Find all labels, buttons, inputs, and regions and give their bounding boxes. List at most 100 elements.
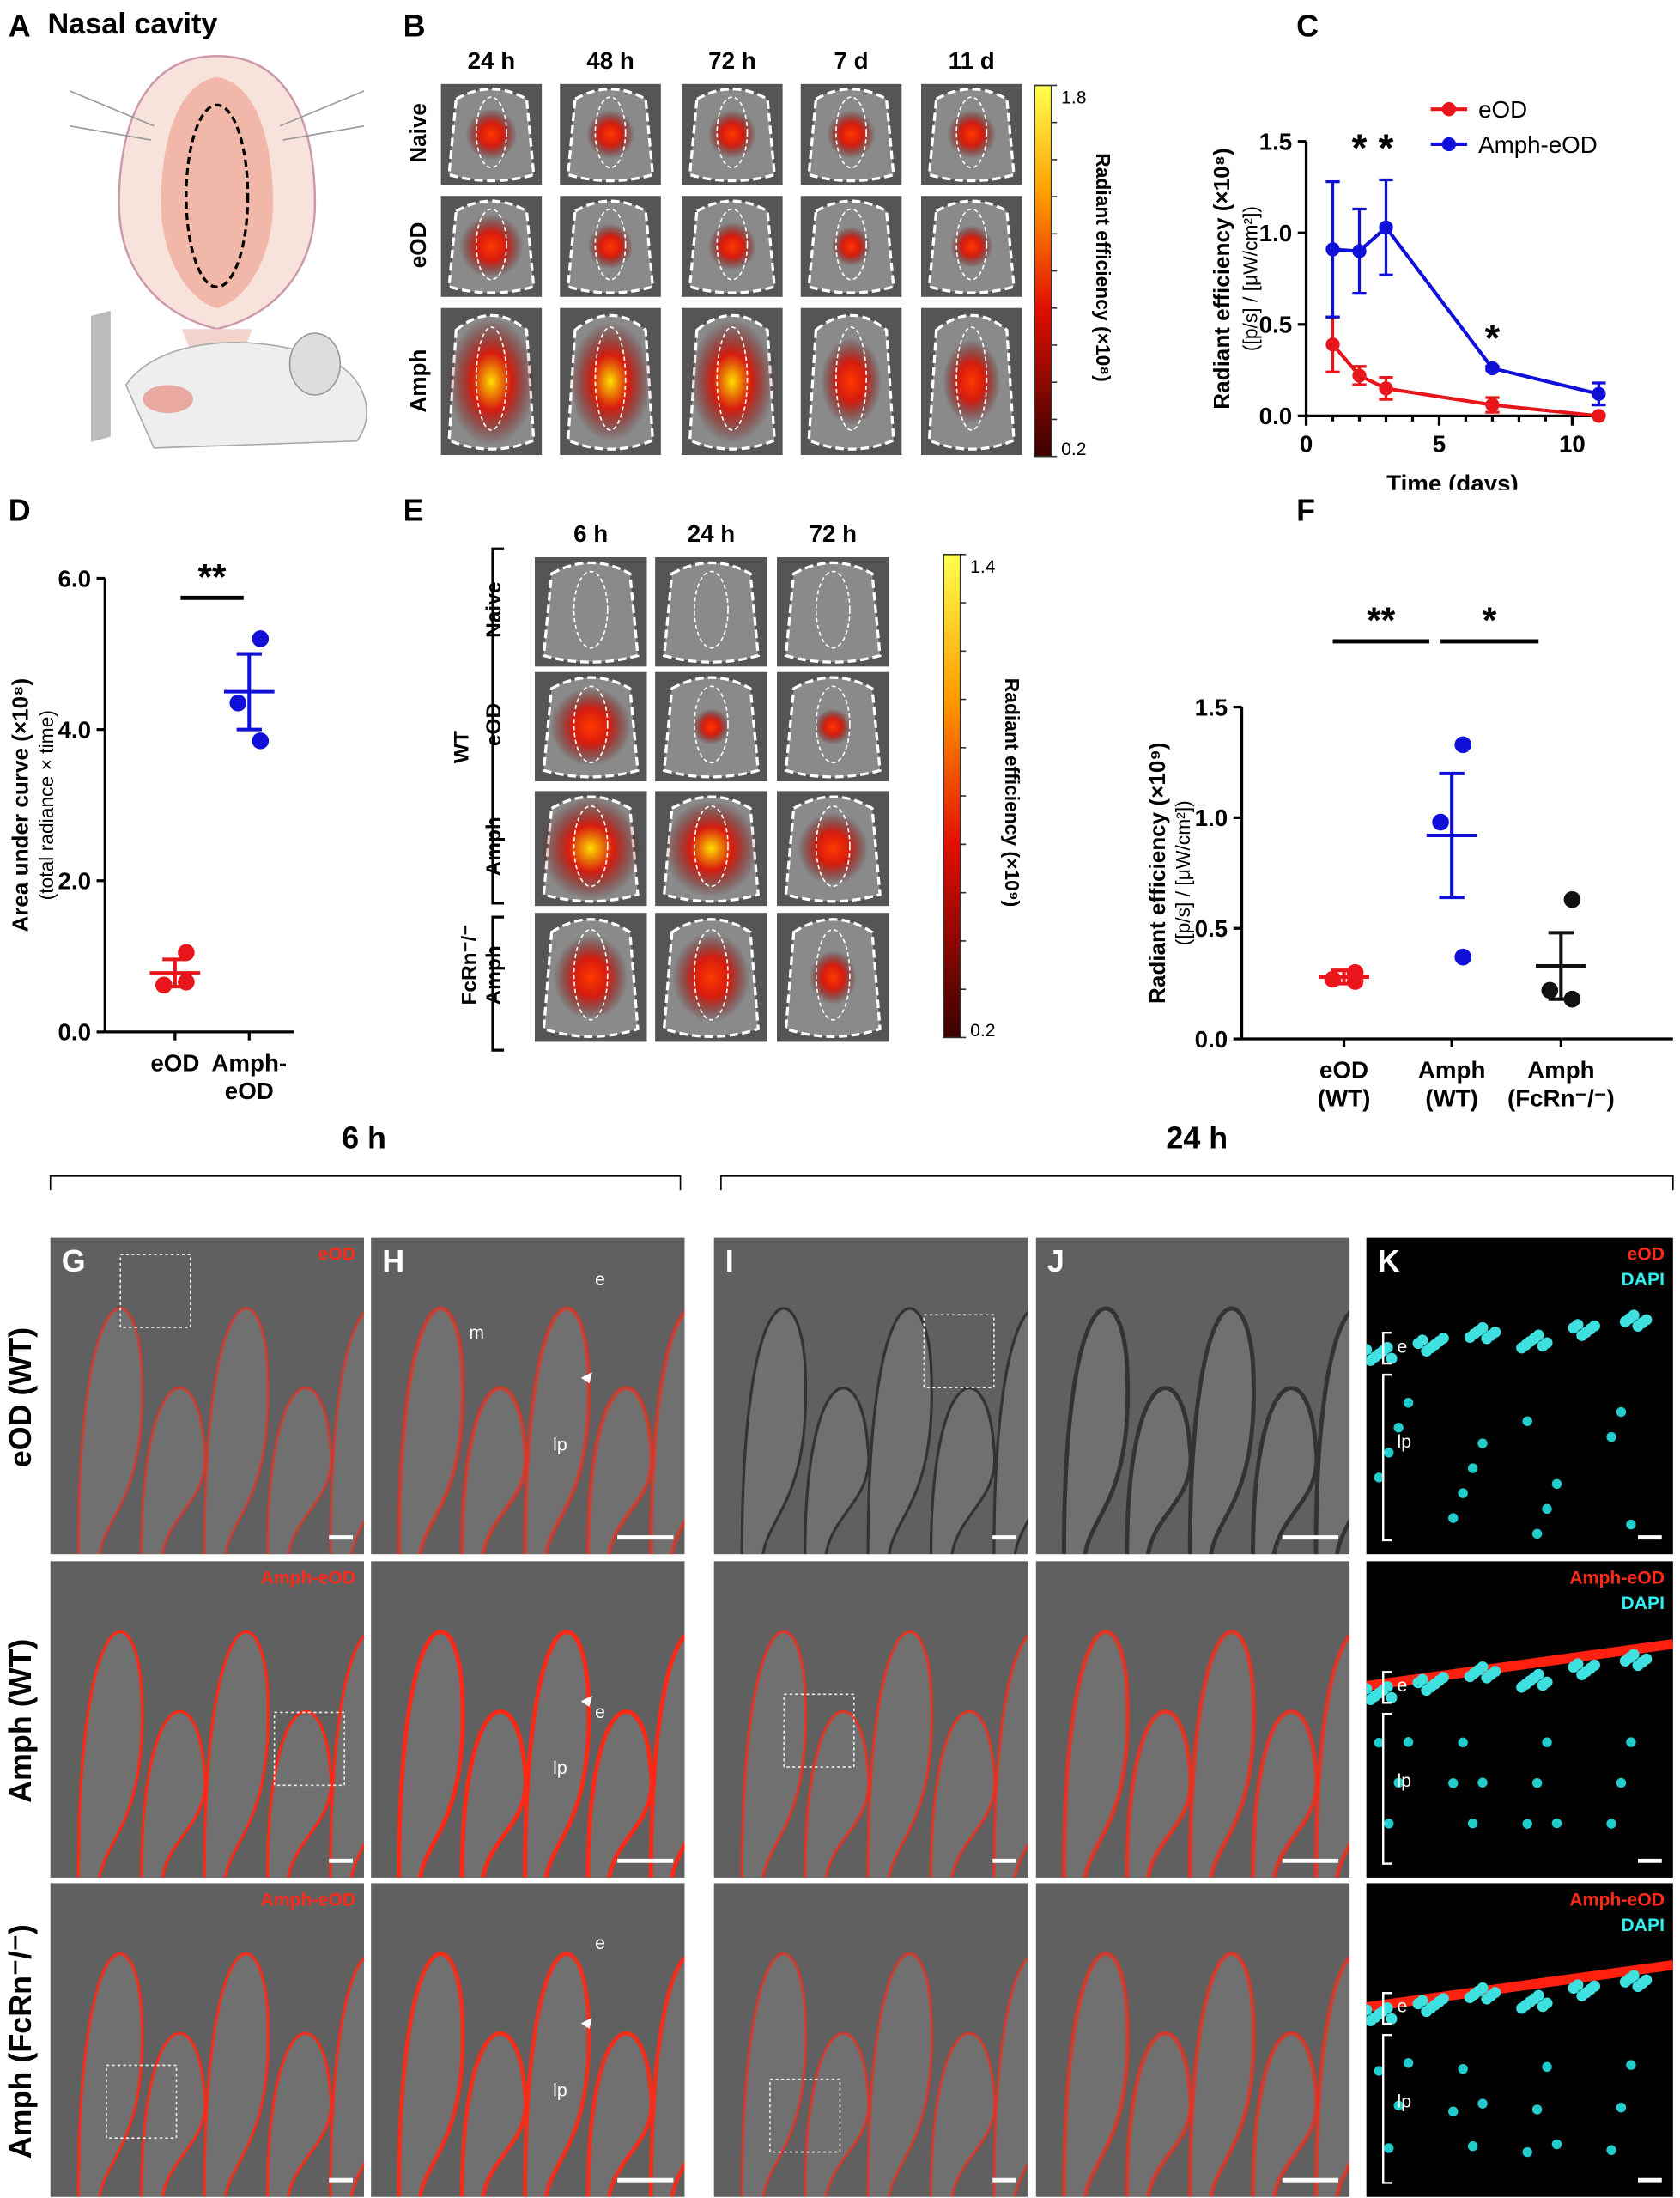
ivis-image: [777, 913, 889, 1042]
data-point: [1346, 973, 1364, 990]
label-epithelium: e: [1397, 1335, 1408, 1357]
x-tick-label: eOD: [1319, 1057, 1368, 1084]
significance-star: **: [198, 557, 227, 598]
ivis-image: [777, 791, 889, 907]
roi-inner: [835, 96, 867, 169]
time-label-6h: 6 h: [342, 1120, 386, 1156]
dapi-nucleus: [1386, 1691, 1398, 1703]
label-dapi: DAPI: [1621, 1592, 1665, 1613]
micrograph: e lp DAPI Amph-eOD: [1366, 1561, 1673, 1878]
label-lamina-propria: lp: [1397, 1430, 1412, 1452]
data-point: [1325, 337, 1340, 352]
tissue-fold: [76, 1952, 144, 2197]
row-label: Amph (FcRn⁻/⁻): [3, 1924, 39, 2159]
column-header: 24 h: [467, 47, 516, 75]
mean-sem-bar: [1319, 968, 1369, 986]
micrograph: [713, 1237, 1028, 1555]
x-tick-label: 5: [1433, 431, 1446, 458]
y-tick-label: 0.5: [1195, 915, 1228, 942]
roi-inner: [573, 805, 609, 888]
dapi-nucleus: [1606, 1819, 1616, 1829]
arrowhead-icon: [580, 1695, 592, 1707]
tissue-fold: [992, 1310, 1028, 1555]
roi-outline: [542, 561, 640, 664]
data-point: [1352, 368, 1367, 383]
dapi-nucleus: [1532, 1989, 1544, 2001]
y-tick-label: 0.0: [1259, 403, 1293, 429]
tissue-fold: [804, 1709, 870, 1878]
dapi-nucleus: [1588, 1980, 1601, 1992]
dapi-nucleus: [1489, 1987, 1501, 1999]
data-point: [178, 944, 195, 962]
dapi-nucleus: [1448, 1513, 1459, 1523]
label-lamina-propria: lp: [553, 2079, 567, 2101]
dapi-nucleus: [1641, 1314, 1653, 1326]
dapi-nucleus: [1489, 1327, 1501, 1339]
zoom-region-box: [106, 2064, 178, 2140]
tissue-fold: [1125, 1386, 1193, 1555]
label-lamina-propria: lp: [553, 1433, 567, 1455]
tissue-fold: [1251, 1709, 1319, 1878]
roi-inner: [594, 326, 627, 431]
x-tick-label: Amph-: [211, 1050, 287, 1077]
tissue-fold: [459, 1386, 528, 1555]
tissue-fold: [740, 1307, 808, 1555]
x-tick-label: eOD: [150, 1050, 199, 1077]
y-tick-label: 0.0: [58, 1019, 91, 1046]
fluorescence-signal: [707, 110, 757, 159]
dapi-nucleus: [1532, 1329, 1544, 1341]
roi-inner: [955, 96, 988, 169]
tissue-fold: [866, 1952, 933, 2197]
fluorescence-signal: [540, 797, 641, 901]
y-tick-label: 1.5: [1195, 694, 1228, 720]
tissue-fold: [585, 2031, 654, 2197]
dapi-nucleus: [1381, 2002, 1393, 2014]
data-point: [1454, 736, 1471, 754]
micrograph: Amph-eOD: [50, 1561, 365, 1878]
ivis-image: [777, 671, 889, 781]
dapi-nucleus: [1551, 1478, 1562, 1490]
x-tick-label: (WT): [1425, 1084, 1478, 1111]
roi-inner: [594, 208, 627, 281]
colorbar-label: Radiant efficiency (×10⁸): [1092, 152, 1115, 381]
dapi-nucleus: [1384, 2143, 1394, 2153]
y-axis-label: Radiant efficiency (×10⁹): [1148, 743, 1170, 1004]
tissue-fold: [523, 1630, 591, 1878]
fluorescence-signal: [814, 708, 852, 745]
dapi-nucleus: [1458, 1737, 1468, 1748]
fluorescence-signal: [664, 800, 759, 897]
fluorescence-signal: [672, 932, 750, 1023]
dapi-nucleus: [1403, 2058, 1414, 2068]
legend-marker: [1441, 137, 1457, 152]
label-stain: Amph-eOD: [1569, 1888, 1665, 1910]
panel-label-d: D: [8, 493, 31, 528]
roi-inner: [694, 570, 729, 649]
dapi-nucleus: [1606, 2145, 1616, 2155]
y-tick-label: 0.0: [1195, 1026, 1228, 1053]
dapi-nucleus: [1403, 1737, 1414, 1747]
colorbar: 1.4 0.2: [943, 553, 996, 1041]
y-tick-label: 2.0: [58, 868, 91, 895]
colorbar-min: 0.2: [1061, 440, 1086, 459]
panel-label-h: H: [382, 1243, 405, 1278]
label-epithelium: e: [1397, 1674, 1408, 1697]
roi-inner: [716, 326, 749, 431]
y-axis-label-units: (total radiance × time): [35, 710, 58, 900]
micrograph: lp e: [371, 1561, 685, 1878]
dapi-nucleus: [1374, 1737, 1385, 1748]
tissue-fold: [1313, 1633, 1350, 1878]
dapi-nucleus: [1522, 1416, 1532, 1426]
dapi-nucleus: [1393, 1423, 1404, 1433]
data-point: [178, 973, 195, 991]
panel-label-j: J: [1046, 1243, 1064, 1278]
tissue-fold: [329, 1634, 365, 1878]
dapi-nucleus: [1467, 1463, 1478, 1473]
roi-inner: [573, 928, 609, 1021]
data-point: [1541, 981, 1559, 999]
dapi-nucleus: [1477, 1982, 1489, 1994]
label-stain: Amph-eOD: [260, 1566, 356, 1588]
dapi-nucleus: [1616, 1406, 1627, 1418]
roi-inner: [716, 208, 749, 281]
fluorescence-signal: [947, 110, 996, 159]
column-header: 11 d: [948, 47, 995, 75]
